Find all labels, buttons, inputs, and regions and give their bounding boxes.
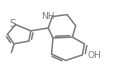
Text: S: S <box>10 19 16 29</box>
Text: NH: NH <box>41 12 54 21</box>
Text: OH: OH <box>88 51 101 60</box>
